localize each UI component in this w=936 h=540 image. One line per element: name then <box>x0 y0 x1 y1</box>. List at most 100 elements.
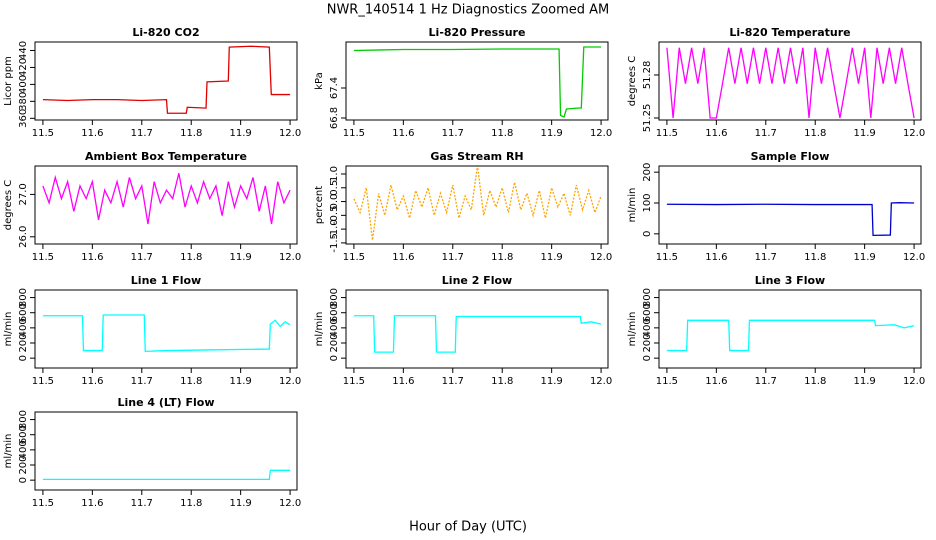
x-tick-label: 11.6 <box>392 252 414 263</box>
data-line <box>666 202 915 237</box>
x-tick-label: 11.9 <box>230 498 252 509</box>
y-tick-label: 0 <box>642 231 653 237</box>
x-tick-label: 11.6 <box>392 376 414 387</box>
data-line <box>42 45 291 114</box>
x-tick-label: 11.8 <box>180 252 202 263</box>
x-tick-label: 11.8 <box>491 128 513 139</box>
x-tick-label: 12.0 <box>590 252 612 263</box>
x-tick-label: 11.5 <box>343 376 365 387</box>
y-tick-label: 67.4 <box>329 77 340 99</box>
x-tick-label: 12.0 <box>590 376 612 387</box>
data-line <box>666 319 915 352</box>
x-tick-label: 11.7 <box>755 376 777 387</box>
x-tick-label: 11.5 <box>656 376 678 387</box>
x-tick-label: 12.0 <box>903 128 925 139</box>
y-tick-label: 1.0 <box>329 166 340 182</box>
y-axis-label: percent <box>314 186 325 224</box>
y-tick-label: -1.5 <box>329 233 340 253</box>
y-axis-label: ml/min <box>3 434 14 469</box>
y-tick-label: 200 <box>642 163 653 182</box>
x-tick-label: 11.5 <box>343 252 365 263</box>
y-tick-label: 0 <box>18 355 29 361</box>
x-tick-label: 11.7 <box>442 128 464 139</box>
y-tick-label: 600 <box>18 425 29 444</box>
y-axis-label: Licor ppm <box>3 56 14 106</box>
y-tick-label: 400 <box>18 318 29 337</box>
x-tick-label: 12.0 <box>903 376 925 387</box>
plot-frame <box>345 41 609 121</box>
plot-frame <box>34 411 298 491</box>
y-tick-label: 600 <box>18 303 29 322</box>
x-tick-label: 11.7 <box>755 252 777 263</box>
y-tick-label: 0.0 <box>329 194 340 210</box>
y-tick-label: 0 <box>329 355 340 361</box>
y-tick-label: 200 <box>329 333 340 352</box>
x-tick-label: 11.9 <box>541 252 563 263</box>
y-tick-label: 400 <box>642 318 653 337</box>
x-tick-label: 11.7 <box>442 252 464 263</box>
panel-title: Line 3 Flow <box>755 274 825 287</box>
x-tick-label: 11.6 <box>392 128 414 139</box>
y-tick-label: 0 <box>18 477 29 483</box>
x-tick-label: 11.6 <box>705 376 727 387</box>
x-tick-label: 11.6 <box>81 128 103 139</box>
y-tick-label: 400 <box>329 318 340 337</box>
data-line <box>353 315 602 353</box>
y-tick-label: 400 <box>18 440 29 459</box>
y-tick-label: 200 <box>642 333 653 352</box>
y-tick-label: 0 <box>642 355 653 361</box>
y-axis-label: degrees C <box>3 180 14 230</box>
plot-frame <box>34 289 298 369</box>
panel-title: Sample Flow <box>751 150 830 163</box>
x-tick-label: 11.8 <box>180 128 202 139</box>
x-tick-label: 11.8 <box>180 376 202 387</box>
y-tick-label: 800 <box>18 288 29 307</box>
plot-frame <box>345 289 609 369</box>
y-tick-label: 800 <box>642 288 653 307</box>
x-tick-label: 11.8 <box>491 252 513 263</box>
panel-title: Ambient Box Temperature <box>85 150 247 163</box>
y-tick-label: 800 <box>329 288 340 307</box>
y-tick-label: -0.5 <box>329 206 340 226</box>
data-line <box>42 173 291 225</box>
y-tick-label: 51.28 <box>642 61 653 90</box>
y-tick-label: 420 <box>18 58 29 77</box>
x-tick-label: 12.0 <box>279 252 301 263</box>
x-tick-label: 11.8 <box>804 252 826 263</box>
x-tick-label: 11.7 <box>131 376 153 387</box>
data-line <box>666 47 915 119</box>
x-tick-label: 11.9 <box>230 252 252 263</box>
panel-title: Li-820 Temperature <box>729 26 850 39</box>
y-tick-label: 66.8 <box>329 107 340 129</box>
plot-frame <box>658 41 922 121</box>
panel-title: Gas Stream RH <box>430 150 523 163</box>
x-tick-label: 12.0 <box>590 128 612 139</box>
x-tick-label: 11.8 <box>491 376 513 387</box>
x-tick-label: 11.8 <box>180 498 202 509</box>
y-axis-label: degrees C <box>627 56 638 106</box>
x-tick-label: 11.9 <box>854 376 876 387</box>
figure-title: NWR_140514 1 Hz Diagnostics Zoomed AM <box>327 3 610 18</box>
y-tick-label: 51.25 <box>642 104 653 133</box>
y-tick-label: 380 <box>18 92 29 111</box>
y-axis-label: ml/min <box>314 312 325 347</box>
panel-title: Line 4 (LT) Flow <box>118 396 215 409</box>
y-tick-label: 200 <box>18 455 29 474</box>
x-tick-label: 12.0 <box>279 128 301 139</box>
y-axis-label: ml/min <box>627 312 638 347</box>
y-tick-label: 440 <box>18 41 29 60</box>
plot-frame <box>345 165 609 245</box>
y-tick-label: 600 <box>642 303 653 322</box>
panel-title: Li-820 Pressure <box>429 26 526 39</box>
x-tick-label: 11.5 <box>32 376 54 387</box>
x-tick-label: 11.5 <box>32 252 54 263</box>
plot-frame <box>34 165 298 245</box>
x-tick-label: 11.9 <box>541 128 563 139</box>
y-tick-label: 800 <box>18 410 29 429</box>
x-tick-label: 12.0 <box>279 376 301 387</box>
x-tick-label: 11.8 <box>804 128 826 139</box>
y-axis-label: kPa <box>314 72 325 90</box>
data-line <box>353 46 602 118</box>
panel-title: Line 1 Flow <box>131 274 201 287</box>
